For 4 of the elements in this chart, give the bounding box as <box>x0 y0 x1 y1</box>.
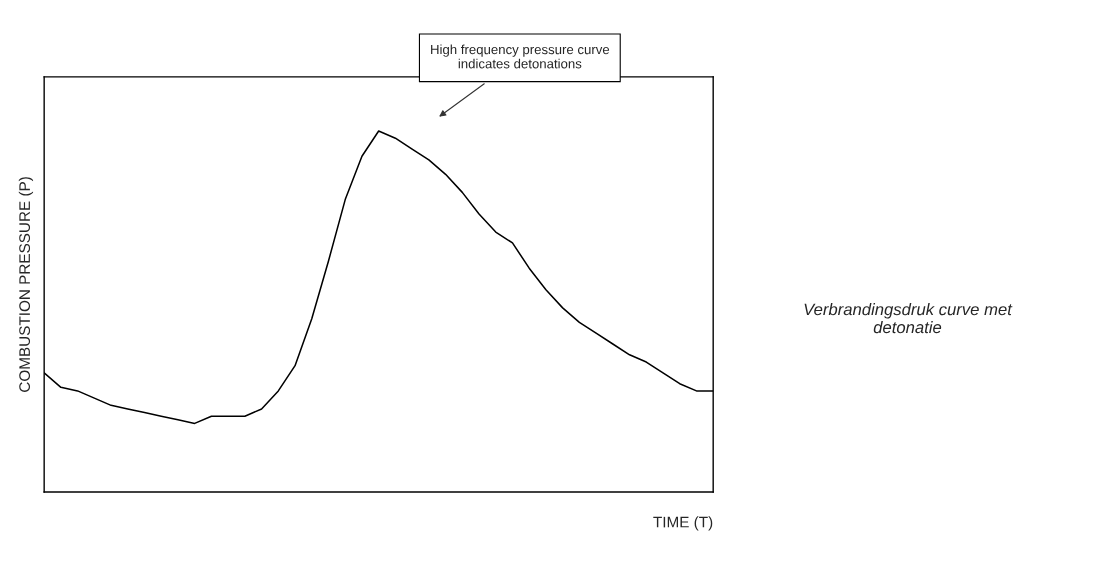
x-axis-title: TIME (T) <box>653 516 713 531</box>
text: High frequency pressure curve indicates detonations <box>431 44 610 69</box>
text: Verbrandingsdruk curve met detonatie <box>804 303 1013 334</box>
y-axis-title: COMBUSTION PRESSURE (P) <box>18 177 34 392</box>
